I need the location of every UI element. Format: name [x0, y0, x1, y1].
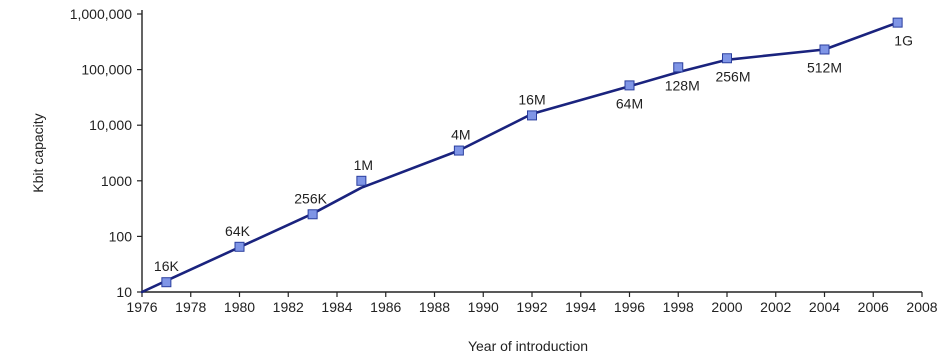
data-label: 16K	[154, 258, 180, 274]
data-point-marker	[307, 209, 318, 220]
data-label: 512M	[807, 59, 842, 75]
x-tick-label: 1994	[565, 299, 596, 315]
x-tick-label: 1990	[468, 299, 499, 315]
y-tick-label: 100	[109, 228, 133, 244]
x-tick-label: 1976	[126, 299, 157, 315]
x-tick-label: 2004	[809, 299, 840, 315]
data-label: 16M	[518, 91, 545, 107]
data-point-marker	[819, 44, 830, 55]
labels: 16K 64K 256K 1M 4M 16M 64M 128M 256M 512M 1G	[154, 33, 913, 275]
y-tick-label: 1,000,000	[70, 6, 132, 22]
data-point-marker	[356, 175, 367, 186]
data-label: 256M	[715, 68, 750, 84]
series-line	[140, 21, 899, 294]
data-label: 64K	[225, 223, 251, 239]
data-label: 64M	[616, 95, 643, 111]
y-tick-label: 100,000	[81, 62, 132, 78]
x-tick-label: 2008	[906, 299, 937, 315]
data-label: 1M	[354, 157, 373, 173]
data-point-marker	[453, 145, 464, 156]
x-tick-label: 1978	[175, 299, 206, 315]
x-tick-label: 1982	[273, 299, 304, 315]
data-point-marker	[673, 62, 684, 73]
data-label: 256K	[294, 190, 327, 206]
x-axis-label: Year of introduction	[468, 338, 588, 354]
x-tick-label: 1998	[663, 299, 694, 315]
data-label: 1G	[894, 33, 913, 49]
data-label: 4M	[451, 127, 470, 143]
x-tick-label: 1992	[516, 299, 547, 315]
y-tick-label: 10	[116, 284, 132, 300]
x-tick-label: 1988	[419, 299, 450, 315]
data-label: 128M	[665, 77, 700, 93]
data-point-marker	[722, 53, 732, 64]
x-tick-label: 2000	[711, 299, 742, 315]
x-tick-label: 1984	[321, 299, 352, 315]
y-axis-label: Kbit capacity	[30, 113, 46, 192]
data-point-marker	[624, 80, 635, 91]
x-tick-label: 1980	[224, 299, 255, 315]
x-tick-label: 2002	[760, 299, 791, 315]
data-point-marker	[161, 277, 172, 288]
x-tick-label: 1986	[370, 299, 401, 315]
x-tick-label: 1996	[614, 299, 645, 315]
y-tick-label: 10,000	[89, 117, 132, 133]
x-tick-label: 2006	[858, 299, 889, 315]
series	[140, 17, 903, 294]
data-point-marker	[527, 110, 537, 121]
ticks: 1976 1978 1980 1982 1984 1986 1988 1990 1992 1994…	[70, 6, 938, 315]
y-tick-label: 1000	[101, 173, 132, 189]
data-point-marker	[234, 241, 245, 252]
data-point-marker	[892, 17, 903, 28]
